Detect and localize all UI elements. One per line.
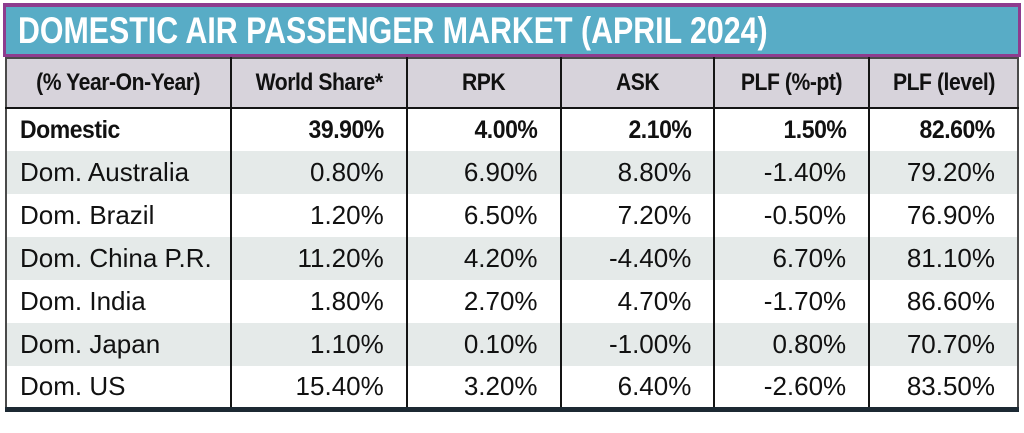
- column-header-ask: ASK: [559, 58, 715, 109]
- table-row-brazil: Dom. Brazil 1.20% 6.50% 7.20% -0.50% 76.…: [6, 194, 1018, 237]
- cell-value: 1.80%: [229, 280, 407, 323]
- cell-value: 15.40%: [229, 366, 407, 409]
- title-bar: DOMESTIC AIR PASSENGER MARKET (APRIL 202…: [3, 3, 1021, 57]
- column-header-rpk: RPK: [405, 58, 561, 109]
- row-label: Dom. Australia: [20, 157, 190, 187]
- cell-value: 83.50%: [868, 366, 1018, 409]
- header-row: (% Year-On-Year) World Share* RPK ASK PL…: [6, 58, 1018, 109]
- cell-value: 2.10%: [559, 108, 715, 151]
- column-header-plf-pt: PLF (%-pt): [713, 58, 870, 109]
- row-label: Dom. Brazil: [20, 200, 155, 230]
- table-row-domestic: Domestic 39.90% 4.00% 2.10% 1.50% 82.60%: [6, 108, 1018, 151]
- cell-value: -0.50%: [713, 194, 870, 237]
- column-header-yoy: (% Year-On-Year): [6, 58, 231, 109]
- cell-value: 39.90%: [229, 108, 407, 151]
- cell-value: 7.20%: [559, 194, 715, 237]
- cell-value: 4.20%: [405, 237, 561, 280]
- column-header-world-share: World Share*: [229, 58, 407, 109]
- cell-value: -4.40%: [559, 237, 715, 280]
- row-label: Dom. US: [20, 370, 126, 401]
- cell-value: 3.20%: [405, 366, 561, 409]
- cell-value: 4.70%: [559, 280, 715, 323]
- cell-value: -1.00%: [559, 323, 715, 366]
- cell-value: 8.80%: [559, 151, 715, 194]
- cell-value: 0.80%: [713, 323, 870, 366]
- table-row-india: Dom. India 1.80% 2.70% 4.70% -1.70% 86.6…: [6, 280, 1018, 323]
- cell-value: 1.10%: [229, 323, 407, 366]
- row-label: Dom. China P.R.: [20, 243, 212, 273]
- cell-value: 4.00%: [405, 108, 561, 151]
- page-title: DOMESTIC AIR PASSENGER MARKET (APRIL 202…: [18, 9, 768, 51]
- row-label: Dom. Japan: [20, 329, 161, 359]
- cell-value: 2.70%: [405, 280, 561, 323]
- table-row-japan: Dom. Japan 1.10% 0.10% -1.00% 0.80% 70.7…: [6, 323, 1018, 366]
- row-label: Dom. India: [20, 286, 146, 316]
- cell-value: 76.90%: [868, 194, 1018, 237]
- cell-value: 1.20%: [229, 194, 407, 237]
- cell-value: 0.10%: [405, 323, 561, 366]
- cell-value: 1.50%: [713, 108, 870, 151]
- cell-value: 86.60%: [868, 280, 1018, 323]
- cell-value: -2.60%: [713, 366, 870, 409]
- column-header-plf-level: PLF (level): [868, 58, 1018, 109]
- cell-value: 81.10%: [868, 237, 1018, 280]
- row-label: Domestic: [20, 115, 120, 144]
- cell-value: 11.20%: [229, 237, 407, 280]
- cell-value: 6.70%: [713, 237, 870, 280]
- table-row-australia: Dom. Australia 0.80% 6.90% 8.80% -1.40% …: [6, 151, 1018, 194]
- cell-value: 6.90%: [405, 151, 561, 194]
- table-row-us: Dom. US 15.40% 3.20% 6.40% -2.60% 83.50%: [6, 366, 1018, 409]
- cell-value: -1.70%: [713, 280, 870, 323]
- cell-value: 6.40%: [559, 366, 715, 409]
- cell-value: 79.20%: [868, 151, 1018, 194]
- infographic-panel: DOMESTIC AIR PASSENGER MARKET (APRIL 202…: [0, 3, 1024, 433]
- cell-value: 70.70%: [868, 323, 1018, 366]
- cell-value: 6.50%: [405, 194, 561, 237]
- cell-value: 0.80%: [229, 151, 407, 194]
- cell-value: -1.40%: [713, 151, 870, 194]
- cell-value: 82.60%: [868, 108, 1018, 151]
- table-row-china: Dom. China P.R. 11.20% 4.20% -4.40% 6.70…: [6, 237, 1018, 280]
- market-table: (% Year-On-Year) World Share* RPK ASK PL…: [5, 57, 1019, 412]
